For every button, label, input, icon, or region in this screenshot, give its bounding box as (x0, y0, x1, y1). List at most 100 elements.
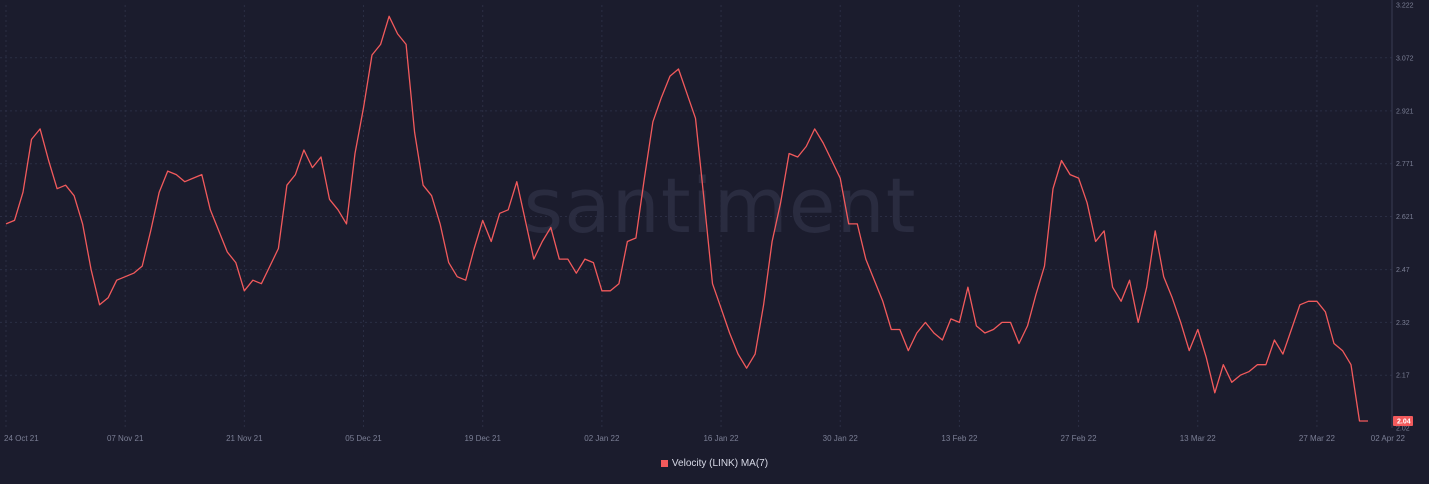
data-point (320, 156, 323, 159)
last-value-badge: 2.04 (1393, 415, 1413, 426)
last-value-badge-bg (1393, 415, 1413, 426)
data-point (830, 159, 833, 162)
data-point (881, 300, 884, 303)
data-point (566, 258, 569, 261)
x-tick-label: 13 Feb 22 (941, 434, 978, 443)
data-point (371, 54, 374, 57)
grid-lines (0, 5, 1392, 428)
data-point (1069, 173, 1072, 176)
data-point (975, 324, 978, 327)
x-tick-label: 07 Nov 21 (107, 434, 144, 443)
data-point (1077, 177, 1080, 180)
data-point (1018, 342, 1021, 345)
data-point (643, 177, 646, 180)
data-point (217, 229, 220, 232)
data-point (592, 261, 595, 264)
data-point (481, 219, 484, 222)
data-point (1188, 349, 1191, 352)
data-point (847, 222, 850, 225)
data-point (660, 96, 663, 99)
series-line-velocity (5, 15, 1368, 422)
data-point (183, 180, 186, 183)
data-point (805, 145, 808, 148)
data-point (1205, 356, 1208, 359)
data-point (941, 339, 944, 342)
y-tick-label: 2.771 (1396, 161, 1414, 168)
data-point (1120, 300, 1123, 303)
data-point (1247, 370, 1250, 373)
data-point (107, 296, 110, 299)
data-point (1298, 303, 1301, 306)
data-point (600, 289, 603, 292)
data-point (302, 149, 305, 152)
data-point (1281, 353, 1284, 356)
data-point (422, 184, 425, 187)
data-point (22, 191, 25, 194)
data-point (124, 275, 127, 278)
data-point (1230, 381, 1233, 384)
data-point (651, 120, 654, 123)
data-point (1333, 342, 1336, 345)
data-point (1350, 363, 1353, 366)
data-point (626, 240, 629, 243)
x-tick-label: 21 Nov 21 (226, 434, 263, 443)
data-point (720, 307, 723, 310)
data-point (260, 282, 263, 285)
data-point (796, 156, 799, 159)
santiment-watermark: santiment (523, 161, 916, 250)
data-point (711, 282, 714, 285)
y-tick-label: 3.222 (1396, 3, 1414, 10)
data-point (115, 279, 118, 282)
data-point (1035, 293, 1038, 296)
y-tick-label: 2.47 (1396, 267, 1410, 274)
data-point (1026, 324, 1029, 327)
y-tick-label: 2.32 (1396, 320, 1410, 327)
data-point (73, 194, 76, 197)
data-point (839, 177, 842, 180)
data-point (1324, 310, 1327, 313)
data-point (762, 303, 765, 306)
data-point (1086, 201, 1089, 204)
data-point (1137, 321, 1140, 324)
data-point (175, 173, 178, 176)
data-point (524, 219, 527, 222)
data-point (1052, 187, 1055, 190)
data-point (1213, 391, 1216, 394)
y-tick-label: 2.02 (1396, 426, 1410, 433)
data-point (439, 222, 442, 225)
data-point (39, 127, 42, 130)
data-point (209, 208, 212, 211)
data-point (507, 208, 510, 211)
data-point (1043, 265, 1046, 268)
data-point (864, 258, 867, 261)
x-tick-label: 02 Jan 22 (584, 434, 620, 443)
data-point (1171, 296, 1174, 299)
data-point (234, 261, 237, 264)
data-point (1273, 339, 1276, 342)
data-point (294, 173, 297, 176)
x-tick-label: 16 Jan 22 (703, 434, 739, 443)
y-tick-label: 3.072 (1396, 55, 1414, 62)
data-point (745, 367, 748, 370)
data-point (311, 166, 314, 169)
data-point (728, 332, 731, 335)
data-point (396, 32, 399, 35)
data-point (337, 208, 340, 211)
data-point (558, 258, 561, 261)
data-point (1060, 159, 1063, 162)
data-point (634, 237, 637, 240)
data-point (456, 275, 459, 278)
data-point (5, 222, 8, 225)
data-point (490, 240, 493, 243)
data-point (1222, 363, 1225, 366)
data-point (13, 219, 16, 222)
data-point (669, 75, 672, 78)
legend[interactable]: Velocity (LINK) MA(7) (0, 458, 1429, 469)
y-tick-label: 2.921 (1396, 108, 1414, 115)
data-point (1001, 321, 1004, 324)
x-tick-label: 27 Feb 22 (1061, 434, 1098, 443)
data-point (532, 258, 535, 261)
data-point (1264, 363, 1267, 366)
data-point (856, 222, 859, 225)
